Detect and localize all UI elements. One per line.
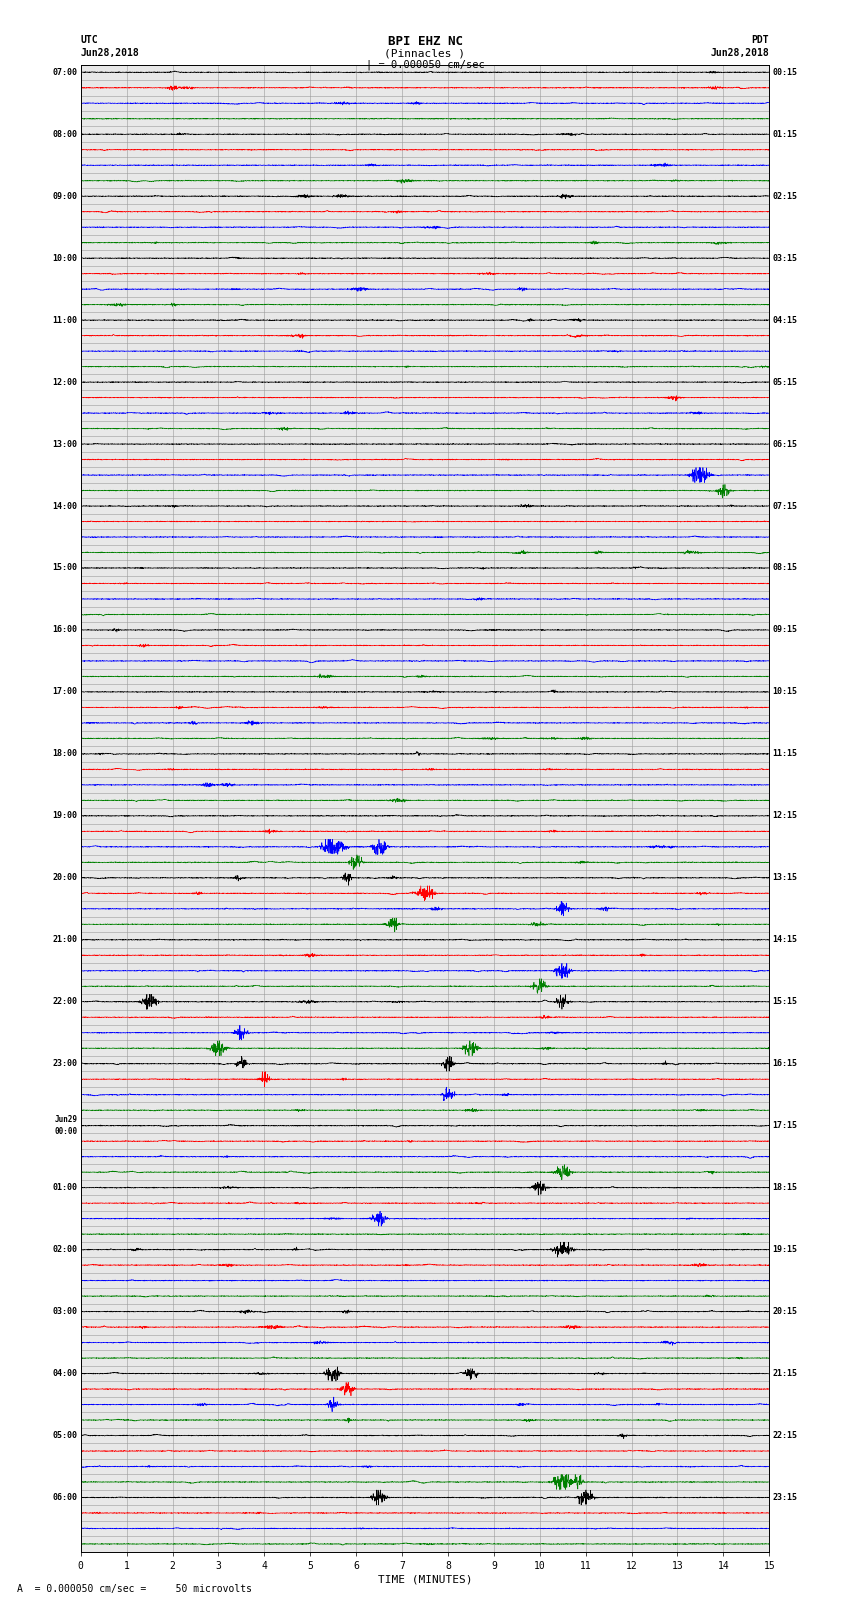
Text: 18:15: 18:15 xyxy=(773,1184,797,1192)
Text: 17:15: 17:15 xyxy=(773,1121,797,1131)
Text: 03:15: 03:15 xyxy=(773,253,797,263)
Text: 12:15: 12:15 xyxy=(773,811,797,821)
Text: 13:00: 13:00 xyxy=(53,440,77,448)
Text: 04:15: 04:15 xyxy=(773,316,797,324)
Text: 16:15: 16:15 xyxy=(773,1060,797,1068)
Text: 08:15: 08:15 xyxy=(773,563,797,573)
Text: 02:00: 02:00 xyxy=(53,1245,77,1255)
Text: Jun28,2018: Jun28,2018 xyxy=(711,48,769,58)
Text: 17:00: 17:00 xyxy=(53,687,77,697)
Text: 07:00: 07:00 xyxy=(53,68,77,77)
Text: Jun29: Jun29 xyxy=(54,1115,77,1124)
Text: 05:15: 05:15 xyxy=(773,377,797,387)
Text: UTC: UTC xyxy=(81,35,99,45)
Text: 04:00: 04:00 xyxy=(53,1369,77,1378)
Text: 16:00: 16:00 xyxy=(53,626,77,634)
Text: 01:15: 01:15 xyxy=(773,129,797,139)
Text: (Pinnacles ): (Pinnacles ) xyxy=(384,48,466,58)
Text: 18:00: 18:00 xyxy=(53,750,77,758)
Text: 10:15: 10:15 xyxy=(773,687,797,697)
Text: 22:15: 22:15 xyxy=(773,1431,797,1440)
Text: 09:00: 09:00 xyxy=(53,192,77,200)
Text: 06:15: 06:15 xyxy=(773,440,797,448)
Text: Jun28,2018: Jun28,2018 xyxy=(81,48,139,58)
Text: 01:00: 01:00 xyxy=(53,1184,77,1192)
Text: 12:00: 12:00 xyxy=(53,377,77,387)
Text: PDT: PDT xyxy=(751,35,769,45)
Text: 22:00: 22:00 xyxy=(53,997,77,1007)
Text: A  = 0.000050 cm/sec =     50 microvolts: A = 0.000050 cm/sec = 50 microvolts xyxy=(17,1584,252,1594)
Text: 20:15: 20:15 xyxy=(773,1307,797,1316)
Text: 15:15: 15:15 xyxy=(773,997,797,1007)
Text: 23:00: 23:00 xyxy=(53,1060,77,1068)
Text: 03:00: 03:00 xyxy=(53,1307,77,1316)
Text: 00:15: 00:15 xyxy=(773,68,797,77)
Text: 19:00: 19:00 xyxy=(53,811,77,821)
Text: 07:15: 07:15 xyxy=(773,502,797,511)
Text: 14:00: 14:00 xyxy=(53,502,77,511)
Text: 14:15: 14:15 xyxy=(773,936,797,944)
Text: 15:00: 15:00 xyxy=(53,563,77,573)
Text: BPI EHZ NC: BPI EHZ NC xyxy=(388,35,462,48)
X-axis label: TIME (MINUTES): TIME (MINUTES) xyxy=(377,1574,473,1586)
Text: 19:15: 19:15 xyxy=(773,1245,797,1255)
Text: 06:00: 06:00 xyxy=(53,1494,77,1502)
Text: 21:00: 21:00 xyxy=(53,936,77,944)
Text: 13:15: 13:15 xyxy=(773,873,797,882)
Text: 09:15: 09:15 xyxy=(773,626,797,634)
Text: 23:15: 23:15 xyxy=(773,1494,797,1502)
Text: 20:00: 20:00 xyxy=(53,873,77,882)
Text: 21:15: 21:15 xyxy=(773,1369,797,1378)
Text: 11:15: 11:15 xyxy=(773,750,797,758)
Text: | = 0.000050 cm/sec: | = 0.000050 cm/sec xyxy=(366,60,484,71)
Text: 11:00: 11:00 xyxy=(53,316,77,324)
Text: 08:00: 08:00 xyxy=(53,129,77,139)
Text: 02:15: 02:15 xyxy=(773,192,797,200)
Text: 10:00: 10:00 xyxy=(53,253,77,263)
Text: 00:00: 00:00 xyxy=(54,1127,77,1136)
Text: 05:00: 05:00 xyxy=(53,1431,77,1440)
